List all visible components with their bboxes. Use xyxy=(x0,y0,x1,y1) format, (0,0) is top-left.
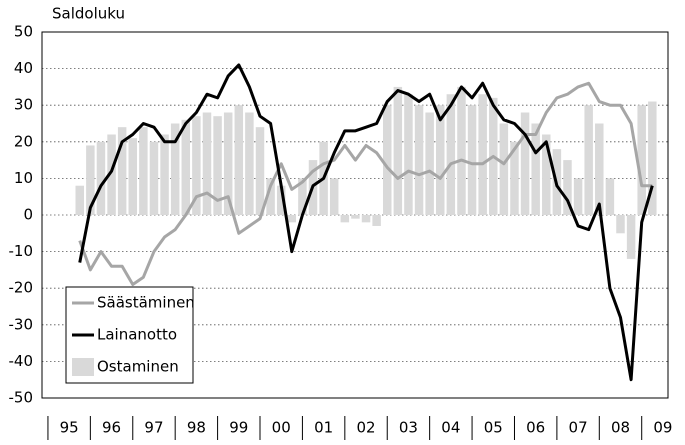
y-tick-label: 30 xyxy=(14,96,33,114)
bar xyxy=(181,119,191,215)
y-tick-label: -30 xyxy=(9,315,34,333)
bar xyxy=(192,116,201,215)
bar xyxy=(648,101,657,215)
x-tick-label: 08 xyxy=(611,419,630,437)
x-tick-label: 01 xyxy=(314,419,333,437)
bar xyxy=(213,116,222,215)
plot-frame xyxy=(41,31,669,399)
bar xyxy=(637,105,646,215)
bar xyxy=(361,215,371,223)
bar xyxy=(287,215,297,223)
bar xyxy=(340,215,350,223)
bar xyxy=(414,105,424,215)
x-tick-label: 96 xyxy=(102,419,121,437)
x-tick-label: 09 xyxy=(653,419,672,437)
y-tick-label: -50 xyxy=(9,389,34,407)
bar xyxy=(170,123,180,215)
bar xyxy=(499,123,509,215)
x-tick-label: 07 xyxy=(569,419,588,437)
bar xyxy=(510,141,519,215)
legend-label: Ostaminen xyxy=(97,358,179,376)
line xyxy=(78,81,653,287)
bar xyxy=(563,160,572,215)
bar xyxy=(202,112,212,215)
bar xyxy=(404,94,413,215)
line xyxy=(78,63,654,382)
bar xyxy=(605,178,615,215)
legend-swatch xyxy=(72,358,94,376)
legend-label: Lainanotto xyxy=(97,326,177,344)
y-tick-label: 0 xyxy=(23,206,33,224)
bar xyxy=(478,94,487,215)
bar xyxy=(520,112,530,215)
bar xyxy=(393,86,403,216)
y-tick-label: -40 xyxy=(9,352,34,370)
bar xyxy=(223,112,233,215)
bar xyxy=(149,141,159,215)
x-tick-label: 98 xyxy=(187,419,206,437)
y-axis-label: Saldoluku xyxy=(52,5,125,23)
bar xyxy=(255,127,265,215)
bar xyxy=(372,215,381,226)
bar xyxy=(245,112,254,215)
bar xyxy=(584,105,593,215)
bar xyxy=(139,127,148,215)
bar xyxy=(457,86,466,216)
y-tick-label: 20 xyxy=(14,132,33,150)
bar xyxy=(329,178,339,215)
bar xyxy=(467,105,477,215)
y-tick-label: -20 xyxy=(9,279,34,297)
bar xyxy=(382,105,392,215)
x-tick-label: 05 xyxy=(484,419,503,437)
bar xyxy=(75,185,84,215)
bar xyxy=(276,185,286,215)
x-tick-label: 95 xyxy=(60,419,79,437)
bar xyxy=(298,178,307,215)
bar xyxy=(128,138,138,215)
bar xyxy=(531,123,540,215)
bar xyxy=(117,127,127,215)
bar xyxy=(446,94,456,215)
x-tick-label: 03 xyxy=(399,419,418,437)
bar xyxy=(542,134,551,215)
bar xyxy=(234,105,244,215)
y-tick-label: 50 xyxy=(14,23,33,41)
bar xyxy=(107,134,116,215)
bar xyxy=(160,134,169,215)
bar xyxy=(86,145,95,215)
y-tick-label: 40 xyxy=(14,59,33,77)
bar xyxy=(351,215,360,219)
bar xyxy=(96,141,106,215)
x-tick-label: 00 xyxy=(272,419,291,437)
bar xyxy=(436,105,445,215)
bar xyxy=(626,215,636,259)
legend-label: Säästäminen xyxy=(97,294,195,312)
bar xyxy=(595,123,604,215)
x-tick-label: 02 xyxy=(356,419,375,437)
x-tick-label: 97 xyxy=(144,419,163,437)
x-tick-label: 99 xyxy=(229,419,248,437)
bar xyxy=(616,215,625,234)
x-tick-label: 04 xyxy=(441,419,460,437)
bar xyxy=(573,178,583,215)
bar xyxy=(266,178,275,215)
y-tick-label: -10 xyxy=(9,242,34,260)
x-tick-label: 06 xyxy=(526,419,545,437)
bar xyxy=(425,112,434,215)
y-tick-label: 10 xyxy=(14,169,33,187)
